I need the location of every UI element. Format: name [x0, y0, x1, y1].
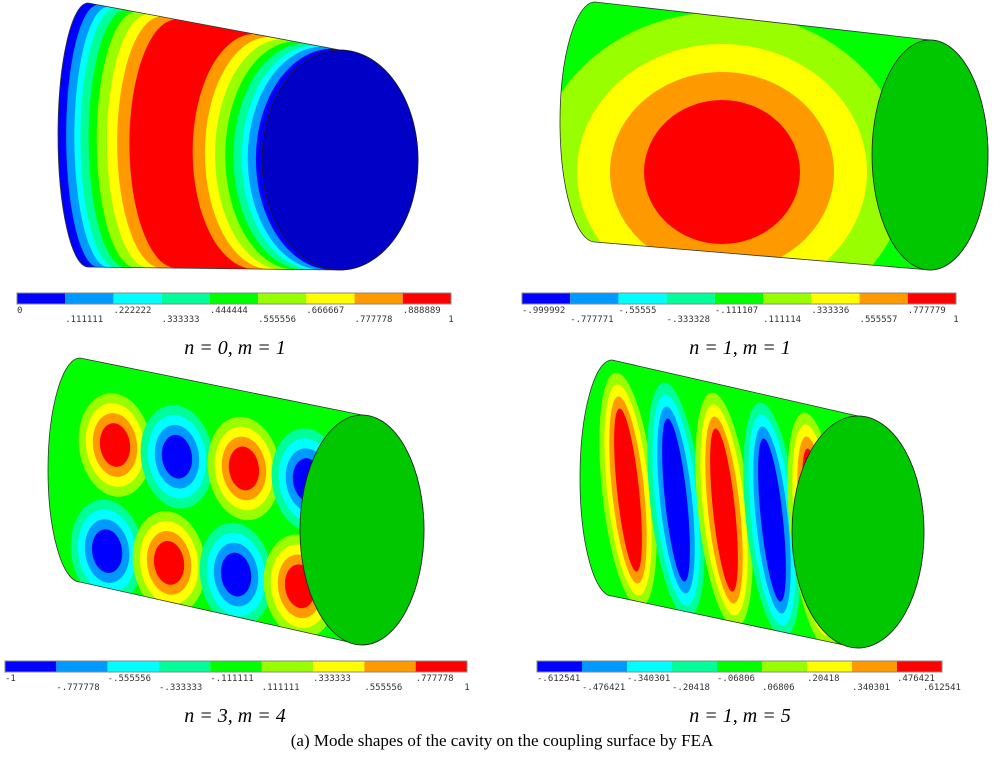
colorbar-cell	[56, 661, 107, 672]
colorbar-label: .555556	[258, 315, 296, 325]
panel: 0 .111111 .222222 .333333 .444444 .555556 .666…	[17, 3, 454, 359]
colorbar-cell	[210, 661, 261, 672]
colorbar-label: .333333	[162, 315, 200, 325]
colorbar-label: 0	[17, 306, 22, 316]
colorbar-label: .333333	[313, 674, 351, 684]
colorbar-cell	[627, 661, 672, 672]
colorbar-label: -.777771	[570, 315, 613, 325]
colorbar-cell	[522, 293, 570, 304]
cylinder-end-shade	[262, 50, 418, 270]
figure: (a) Mode shapes of the cavity on the cou…	[0, 0, 1004, 757]
colorbar-cell	[762, 661, 807, 672]
colorbar-label: .666667	[306, 306, 344, 316]
colorbar-cell	[763, 293, 811, 304]
colorbar-label: -.612541	[537, 674, 580, 684]
cylinder-end-shade	[792, 416, 924, 648]
colorbar-label: .340301	[852, 683, 890, 693]
colorbar-label: .777778	[355, 315, 393, 325]
colorbar-label: -.777778	[56, 683, 99, 693]
colorbar-cell	[860, 293, 908, 304]
colorbar-cell	[618, 293, 666, 304]
colorbar-label: .555556	[364, 683, 402, 693]
colorbar-cell	[717, 661, 762, 672]
colorbar-label: -.476421	[582, 683, 625, 693]
colorbar-cell	[537, 661, 582, 672]
colorbar-label: .612541	[923, 683, 961, 693]
contour	[644, 100, 800, 244]
colorbar-label: .20418	[807, 674, 840, 684]
colorbar-cell	[811, 293, 859, 304]
colorbar-cell	[667, 293, 715, 304]
colorbar-label: -.111107	[715, 306, 758, 316]
colorbar-label: -.333333	[159, 683, 202, 693]
colorbar-label: -.111111	[210, 674, 253, 684]
colorbar-label: -.333328	[667, 315, 710, 325]
colorbar-label: 1	[448, 315, 453, 325]
colorbar-label: -1	[5, 674, 16, 684]
colorbar-label: .888889	[403, 306, 441, 316]
colorbar-cell	[364, 661, 415, 672]
colorbar-cell	[159, 661, 210, 672]
colorbar-label: .222222	[113, 306, 151, 316]
panel: -.612541-.476421-.340301-.20418 -.06806 .0…	[537, 360, 961, 727]
colorbar-cell	[258, 293, 306, 304]
colorbar-label: -.06806	[717, 674, 755, 684]
colorbar-cell	[313, 661, 364, 672]
colorbar-label: -.55555	[618, 306, 656, 316]
colorbar-cell	[908, 293, 956, 304]
page: {"panels": [ {"colorbar": {"colors": ["#…	[0, 0, 1004, 757]
colorbar-cell	[5, 661, 56, 672]
cylinder-end-shade	[300, 415, 424, 645]
colorbar-label: .111111	[65, 315, 103, 325]
colorbar-label: .444444	[210, 306, 248, 316]
colorbar-label: 1	[464, 683, 469, 693]
colorbar-label: -.999992	[522, 306, 565, 316]
colorbar-cell	[355, 293, 403, 304]
colorbar-cell	[17, 293, 65, 304]
colorbar-cell	[807, 661, 852, 672]
colorbar-label: -.555556	[108, 674, 151, 684]
panel: -.999992 -.777771 -.55555 -.333328 -.111107.…	[522, 2, 988, 359]
panel-caption: n = 0, m = 1	[184, 337, 285, 359]
cylinder-end-shade	[872, 40, 988, 270]
colorbar-cell	[403, 293, 451, 304]
colorbar-cell	[262, 661, 313, 672]
colorbar-label: .555557	[860, 315, 898, 325]
colorbar-cell	[108, 661, 159, 672]
colorbar-label: -.20418	[672, 683, 710, 693]
panel-caption: n = 1, m = 1	[689, 337, 790, 359]
colorbar-cell	[65, 293, 113, 304]
colorbar-label: .333336	[811, 306, 849, 316]
colorbar-label: -.340301	[627, 674, 670, 684]
panel-caption: n = 1, m = 5	[689, 705, 790, 727]
colorbar-cell	[306, 293, 354, 304]
colorbar-cell	[210, 293, 258, 304]
colorbar-cell	[715, 293, 763, 304]
colorbar-cell	[113, 293, 161, 304]
panel-caption: n = 3, m = 4	[184, 705, 285, 727]
colorbar-cell	[852, 661, 897, 672]
colorbar-cell	[162, 293, 210, 304]
colorbar-cell	[416, 661, 467, 672]
colorbar-cell	[582, 661, 627, 672]
figure-caption: (a) Mode shapes of the cavity on the cou…	[291, 731, 714, 750]
colorbar-cell	[897, 661, 942, 672]
colorbar-label: .777779	[908, 306, 946, 316]
colorbar-label: .111114	[763, 315, 801, 325]
colorbar-label: .06806	[762, 683, 795, 693]
colorbar-label: .777778	[416, 674, 454, 684]
colorbar-cell	[570, 293, 618, 304]
panel: -1 -.777778 -.555556 -.333333 -.111111 .11111…	[5, 358, 470, 727]
colorbar-label: .111111	[262, 683, 300, 693]
colorbar-cell	[672, 661, 717, 672]
colorbar-label: 1	[953, 315, 958, 325]
